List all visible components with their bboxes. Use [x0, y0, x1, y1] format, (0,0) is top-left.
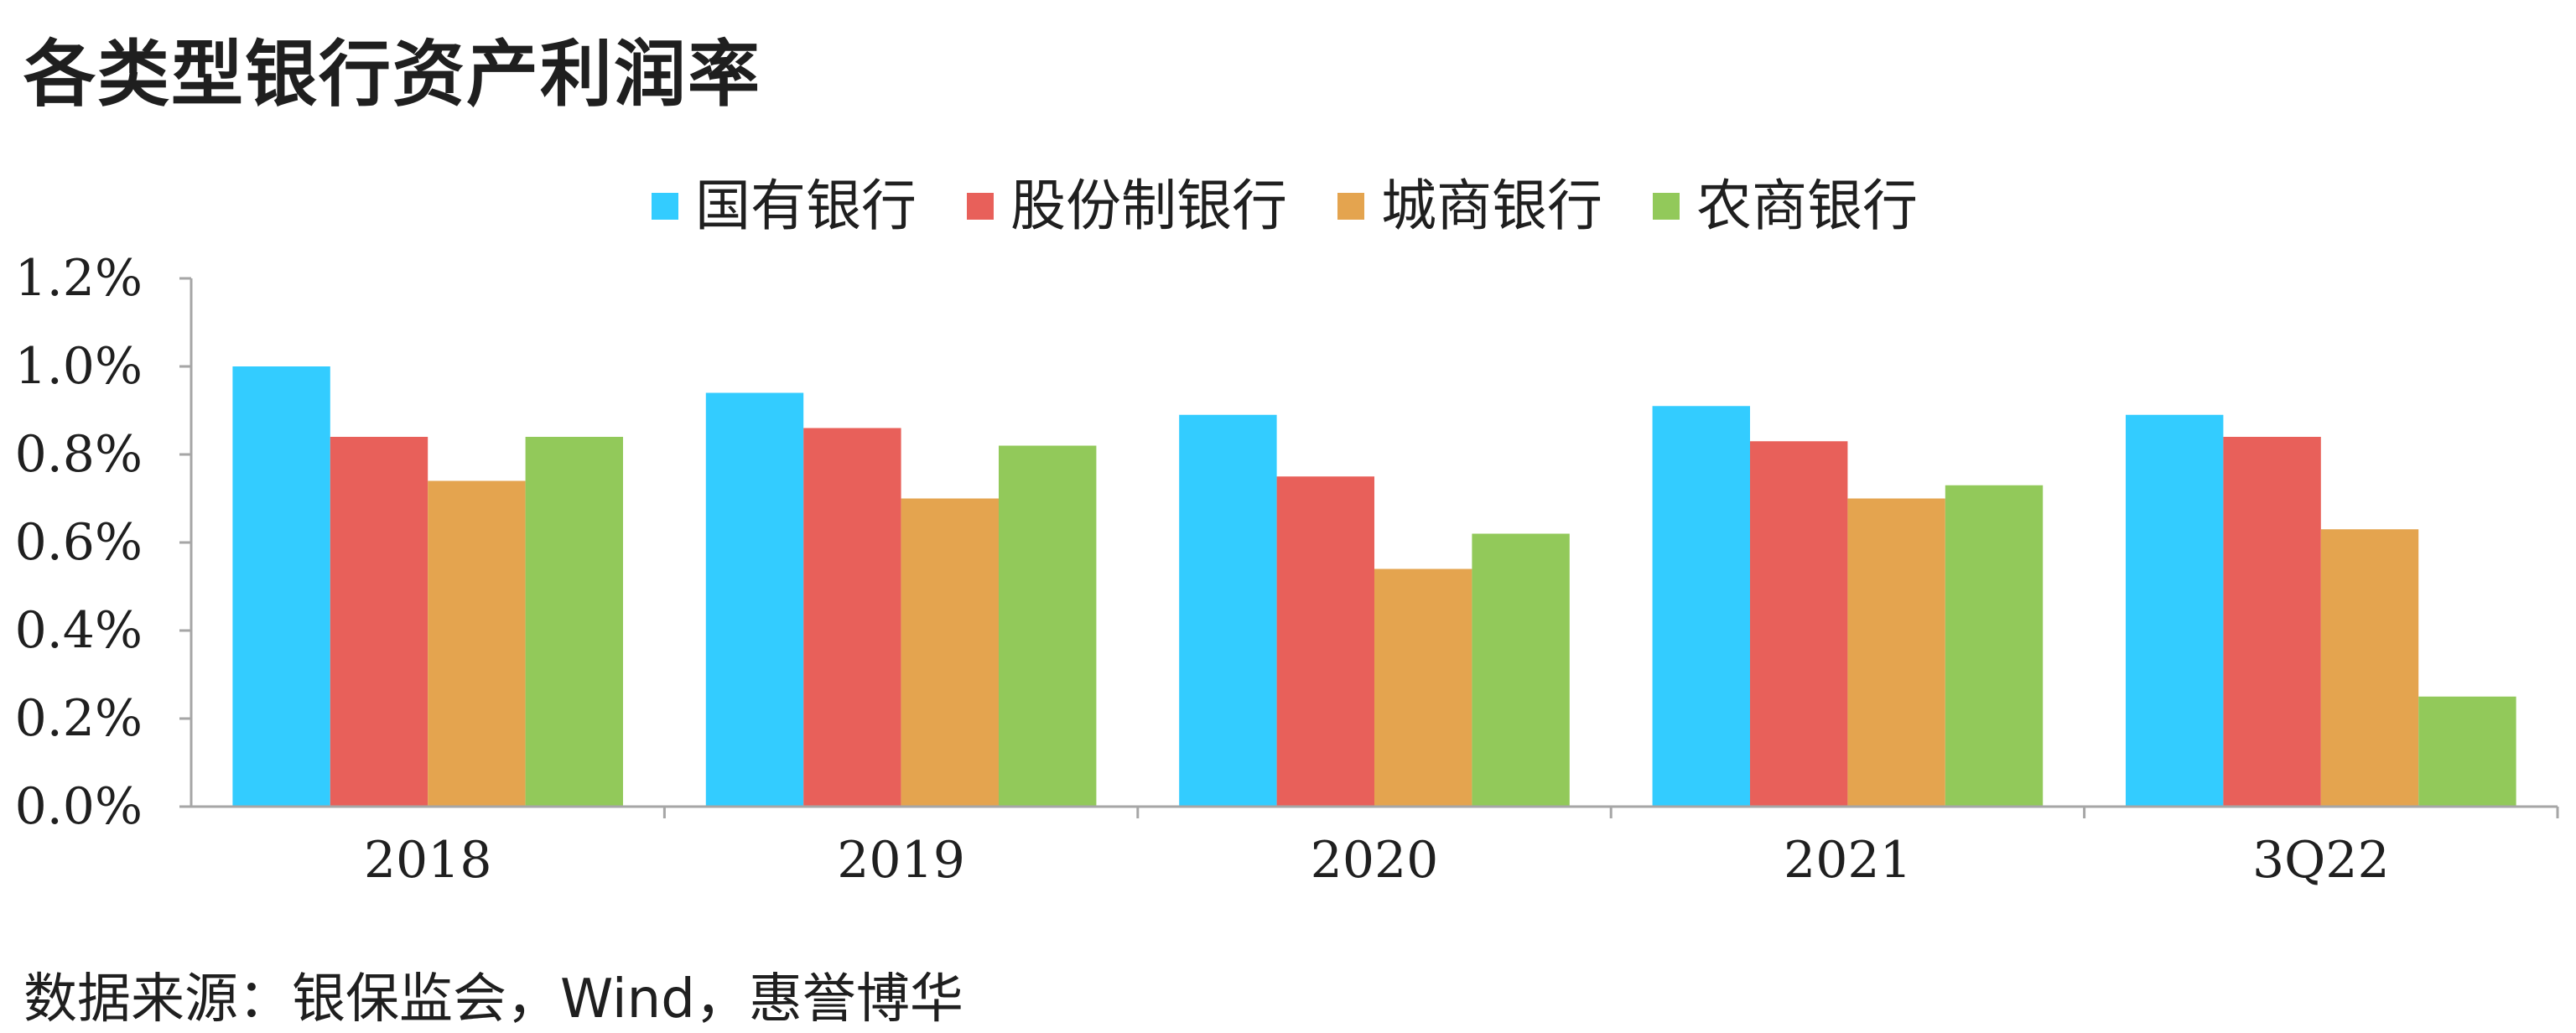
bar-2019-3: [901, 498, 1000, 807]
y-tick-label: 0.4%: [15, 601, 143, 660]
y-tick-label: 0.6%: [15, 513, 143, 572]
bar-2021-4: [1945, 485, 2044, 807]
bar-3Q22-4: [2418, 696, 2516, 807]
source-note: 数据来源：银保监会，Wind，惠誉博华: [23, 968, 963, 1030]
bar-2018-3: [428, 480, 526, 807]
legend-label: 农商银行: [1696, 174, 1918, 238]
bar-2018-4: [525, 437, 624, 807]
bar-2020-4: [1472, 533, 1570, 807]
legend-label: 国有银行: [695, 174, 917, 238]
y-tick-label: 0.8%: [15, 425, 143, 484]
x-axis: 2018 2019 2020 2021 3Q22: [191, 805, 2559, 890]
bar-2019-2: [803, 428, 901, 807]
y-axis: 0.0% 0.2% 0.4% 0.6% 0.8% 1.0% 1.2%: [15, 249, 193, 836]
y-tick-label: 1.0%: [15, 337, 143, 396]
legend-swatch: [1653, 193, 1680, 220]
bar-2020-2: [1276, 476, 1374, 807]
bar-2021-2: [1749, 441, 1848, 807]
x-tick-label: 2021: [1784, 831, 1912, 890]
legend-label: 城商银行: [1381, 174, 1602, 238]
bar-3Q22-2: [2223, 437, 2321, 807]
legend-swatch: [652, 193, 678, 220]
legend-swatch: [1337, 193, 1364, 220]
legend-label: 股份制银行: [1010, 174, 1287, 238]
bar-2019-4: [999, 445, 1097, 807]
bar-2019-1: [705, 392, 804, 807]
bar-2021-1: [1652, 406, 1750, 807]
bar-3Q22-3: [2320, 529, 2419, 807]
y-tick-label: 1.2%: [15, 249, 143, 308]
bar-3Q22-1: [2125, 414, 2224, 807]
bar-2018-1: [232, 366, 330, 807]
chart-title: 各类型银行资产利润率: [23, 33, 761, 117]
y-tick-label: 0.0%: [15, 777, 143, 836]
bar-2018-2: [330, 437, 428, 807]
x-tick-label: 2020: [1311, 831, 1439, 890]
x-tick-label: 2019: [837, 831, 965, 890]
bar-2021-3: [1847, 498, 1945, 807]
bar-2020-1: [1179, 414, 1277, 807]
x-tick-label: 3Q22: [2252, 831, 2390, 890]
legend-swatch: [967, 193, 994, 220]
bar-2020-3: [1374, 568, 1472, 807]
legend: 国有银行 股份制银行 城商银行 农商银行: [652, 174, 1918, 238]
x-tick-label: 2018: [364, 831, 492, 890]
y-tick-label: 0.2%: [15, 689, 143, 748]
bars: [232, 366, 2516, 807]
